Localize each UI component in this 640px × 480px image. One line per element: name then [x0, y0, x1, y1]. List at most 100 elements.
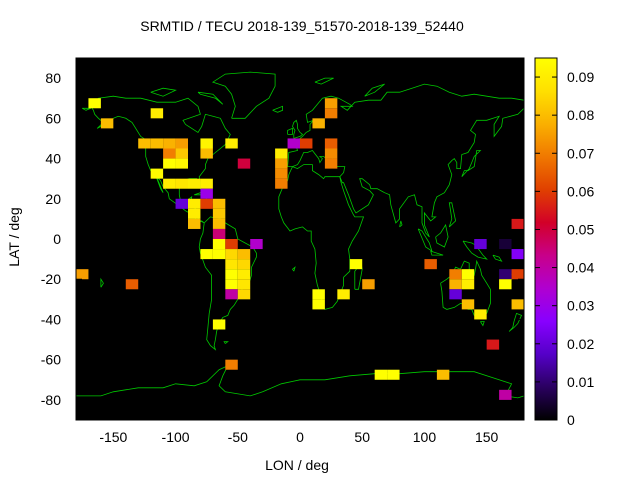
y-tick-label: 40	[45, 151, 61, 167]
heat-cell	[125, 279, 139, 290]
heat-cell	[212, 208, 226, 219]
heat-cell	[449, 269, 462, 280]
heat-cell	[486, 339, 500, 350]
coastline-path	[291, 266, 296, 272]
x-tick-label: -150	[99, 429, 127, 445]
heat-cell	[461, 299, 475, 310]
y-tick-label: -20	[41, 271, 61, 287]
heat-cell	[200, 188, 213, 199]
heat-cell	[150, 168, 164, 179]
heat-cell	[250, 239, 263, 250]
y-axis-label: LAT / deg	[6, 207, 22, 266]
y-tick-label: -40	[41, 311, 61, 327]
coastline-path	[76, 364, 524, 410]
coastline-path	[272, 105, 283, 113]
heat-cell	[175, 178, 188, 189]
coastline-path	[198, 216, 257, 351]
heat-cell	[312, 118, 325, 129]
heat-cell	[212, 249, 226, 260]
colorbar-tick-label: 0.08	[567, 107, 594, 123]
heat-cell	[237, 269, 251, 280]
heat-cell	[163, 158, 176, 169]
heat-cell	[374, 369, 388, 380]
heat-cell	[300, 138, 313, 149]
heat-cell	[212, 218, 226, 229]
heat-cell	[237, 158, 251, 169]
heat-cell	[100, 118, 114, 129]
colorbar-tick-label: 0.04	[567, 260, 594, 276]
heat-cell	[324, 108, 338, 119]
heat-cell	[324, 98, 338, 109]
heat-cell	[225, 138, 238, 149]
heat-cell	[225, 289, 238, 300]
heat-cell	[188, 218, 201, 229]
heat-cell	[150, 108, 164, 119]
colorbar-tick-label: 0.01	[567, 374, 594, 390]
coastline-path	[100, 277, 104, 288]
heat-cell	[138, 138, 151, 149]
heat-cell	[163, 148, 176, 159]
heat-cell	[324, 138, 338, 149]
y-tick-label: 60	[45, 110, 61, 126]
coastline-path	[150, 87, 177, 97]
heat-cell	[212, 239, 226, 250]
y-tick-label: 0	[53, 231, 61, 247]
heat-cell	[275, 168, 288, 179]
heat-cell	[88, 98, 101, 109]
heat-cell	[499, 239, 512, 250]
x-tick-label: -50	[228, 429, 248, 445]
heat-cell	[511, 249, 524, 260]
coastline-path	[462, 240, 488, 260]
coastline-path	[399, 220, 403, 228]
coastline-path	[197, 91, 224, 105]
x-tick-label: 0	[296, 429, 304, 445]
coastlines	[76, 71, 524, 410]
heat-cell	[200, 178, 213, 189]
heat-cell	[275, 158, 288, 169]
coastline-path	[82, 107, 92, 111]
heat-cell	[225, 279, 238, 290]
heat-cell	[163, 178, 176, 189]
coastline-path	[480, 321, 485, 327]
heat-cell	[175, 148, 188, 159]
heat-cell	[461, 279, 475, 290]
coastline-path	[430, 250, 444, 256]
heat-cell	[324, 148, 338, 159]
heat-cell	[424, 259, 437, 270]
heat-cell	[175, 138, 188, 149]
heat-cell	[188, 178, 201, 189]
heat-cell	[499, 389, 512, 400]
heat-cell	[200, 249, 213, 260]
heat-cell	[474, 239, 487, 250]
y-tick-label: 80	[45, 70, 61, 86]
heat-cell	[212, 198, 226, 209]
heat-cell	[200, 148, 213, 159]
coastline-path	[461, 150, 482, 177]
heat-cell	[237, 289, 251, 300]
heat-cell	[175, 158, 188, 169]
coastline-path	[223, 341, 229, 344]
heat-cell	[212, 319, 226, 330]
heat-cell	[436, 369, 450, 380]
coastline-path	[435, 223, 449, 248]
heat-cell	[387, 369, 400, 380]
x-axis-label: LON / deg	[265, 457, 329, 473]
heat-cell	[188, 208, 201, 219]
coastline-path	[211, 71, 276, 119]
coastline-path	[492, 254, 503, 262]
y-tick-label: -80	[41, 392, 61, 408]
heat-cell	[337, 289, 350, 300]
heat-cell	[225, 249, 238, 260]
colorbar-tick-label: 0.07	[567, 145, 594, 161]
y-tick-label: -60	[41, 352, 61, 368]
heat-cell	[188, 198, 201, 209]
heat-cell	[312, 289, 325, 300]
heat-cell	[362, 279, 375, 290]
heat-cell	[511, 218, 524, 229]
data-cells	[76, 98, 524, 400]
heat-cell	[200, 198, 213, 209]
heat-cell	[225, 239, 238, 250]
heat-cell	[349, 259, 363, 270]
heat-cell	[275, 178, 288, 189]
heat-cell	[275, 148, 288, 159]
